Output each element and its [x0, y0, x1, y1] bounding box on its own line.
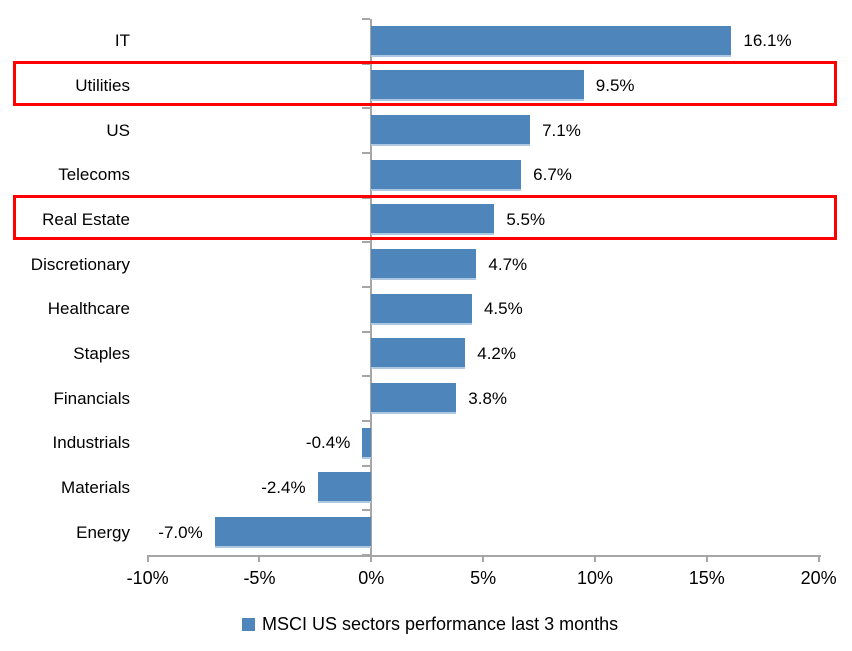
bar	[371, 338, 466, 370]
bar	[371, 159, 522, 191]
bar	[371, 115, 531, 147]
category-axis-tick	[362, 330, 371, 333]
value-axis-tick-label: 0%	[358, 568, 385, 588]
bar	[371, 25, 732, 57]
bar	[371, 204, 495, 236]
value-label: 9.5%	[595, 75, 635, 95]
category-label: Utilities	[75, 75, 130, 95]
value-axis-tick-label: -10%	[126, 568, 169, 588]
category-axis-tick	[362, 509, 371, 512]
category-label: US	[106, 120, 130, 140]
value-axis-tick	[258, 555, 261, 562]
category-label: Materials	[61, 477, 130, 497]
category-label: Financials	[53, 388, 130, 408]
highlight-box-real-estate	[13, 194, 837, 240]
value-label: 4.7%	[488, 254, 528, 274]
category-axis-tick	[362, 286, 371, 288]
category-axis-tick	[362, 152, 371, 154]
category-axis-tick	[362, 241, 371, 244]
category-label: Industrials	[52, 433, 130, 453]
value-label: 4.2%	[477, 343, 516, 363]
category-axis-line	[370, 19, 373, 555]
value-label: -0.4%	[305, 433, 351, 453]
value-axis-tick	[705, 555, 708, 562]
legend-series-swatch-icon	[242, 618, 255, 631]
value-axis-tick-label: 15%	[688, 568, 725, 588]
value-axis-tick-label: 10%	[576, 568, 613, 588]
value-axis-tick-label: 20%	[800, 568, 837, 588]
chart-legend: MSCI US sectors performance last 3 month…	[242, 614, 618, 635]
value-axis-tick	[817, 555, 820, 562]
value-axis-tick	[370, 555, 373, 562]
category-axis-tick	[362, 420, 371, 422]
value-label: 16.1%	[743, 31, 792, 51]
category-axis-tick	[362, 107, 371, 110]
value-axis-tick	[146, 555, 149, 562]
bar	[371, 70, 584, 102]
category-label: Staples	[73, 343, 130, 363]
bar	[214, 517, 372, 549]
value-label: 5.5%	[506, 209, 546, 229]
value-axis-line	[148, 555, 821, 557]
category-axis-tick	[362, 62, 371, 65]
category-label: IT	[114, 31, 130, 51]
highlight-box-utilities	[13, 60, 837, 106]
value-label: 6.7%	[533, 165, 572, 185]
bar	[371, 293, 472, 325]
value-axis-tick	[482, 555, 485, 562]
value-axis-tick	[593, 555, 596, 562]
value-label: -7.0%	[158, 522, 203, 542]
bar	[317, 472, 372, 504]
category-label: Telecoms	[58, 165, 130, 185]
category-axis-tick	[362, 375, 371, 378]
value-label: 4.5%	[483, 299, 523, 319]
category-label: Discretionary	[30, 254, 130, 274]
value-axis-tick-label: -5%	[243, 568, 276, 588]
value-label: 3.8%	[468, 388, 508, 408]
bar	[371, 249, 477, 281]
bar	[371, 383, 457, 415]
value-axis-tick-label: 5%	[470, 568, 497, 588]
category-label: Real Estate	[42, 209, 130, 229]
category-axis-tick	[362, 196, 371, 199]
category-axis-tick	[362, 464, 371, 467]
category-label: Healthcare	[47, 299, 130, 319]
value-label: 7.1%	[542, 120, 581, 140]
category-axis-tick	[362, 18, 371, 20]
legend-series-label: MSCI US sectors performance last 3 month…	[262, 614, 619, 634]
category-axis-tick	[362, 554, 371, 556]
category-label: Energy	[76, 522, 130, 542]
bar	[362, 427, 372, 459]
value-label: -2.4%	[261, 477, 306, 497]
